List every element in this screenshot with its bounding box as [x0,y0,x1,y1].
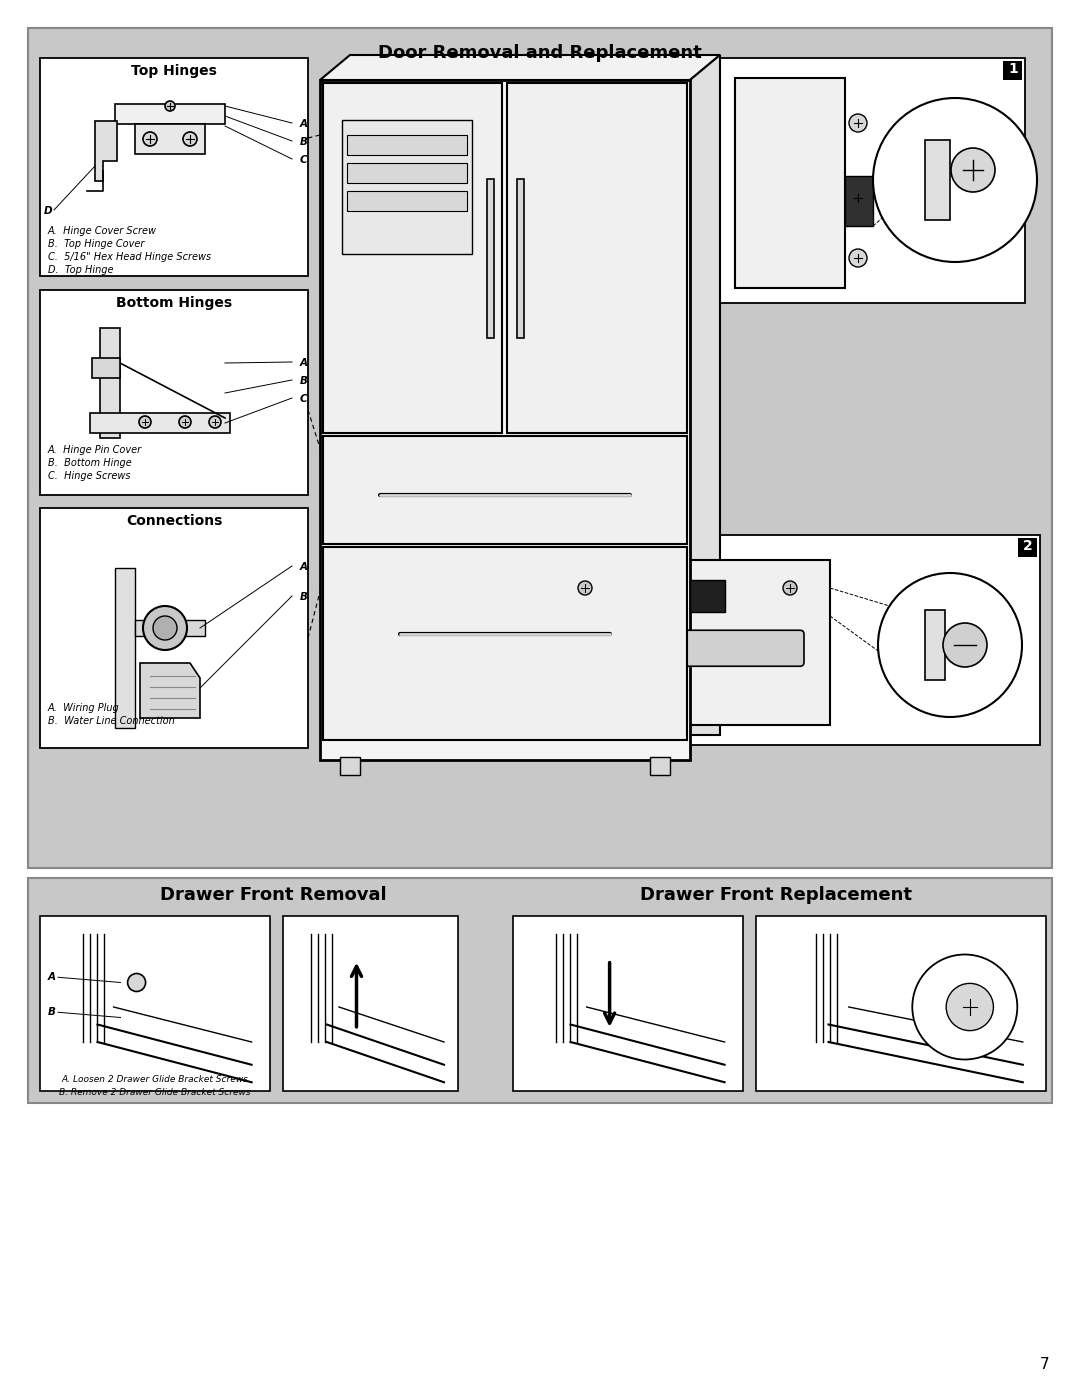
Polygon shape [114,103,225,124]
Circle shape [849,189,867,207]
Bar [735,78,845,288]
Bar [28,877,1052,1104]
Text: B: B [48,1007,56,1017]
Text: A.  Wiring Plug: A. Wiring Plug [48,703,120,712]
Text: Drawer Front Replacement: Drawer Front Replacement [639,886,912,904]
Bar [540,560,831,725]
Bar [1003,61,1022,80]
Bar [513,916,743,1091]
Bar [519,535,1040,745]
Text: C.  Hinge Screws: C. Hinge Screws [48,471,131,481]
Polygon shape [100,328,120,439]
Circle shape [873,98,1037,263]
Circle shape [165,101,175,110]
Bar [1018,538,1037,557]
Polygon shape [135,124,205,154]
Polygon shape [140,664,200,718]
Bar [650,757,670,775]
Bar [323,436,687,543]
Bar [487,179,494,338]
Bar [347,136,467,155]
Circle shape [951,148,995,191]
Text: B.  Bottom Hinge: B. Bottom Hinge [48,458,132,468]
Text: Drawer Front Removal: Drawer Front Removal [161,886,387,904]
Bar [756,916,1047,1091]
Circle shape [849,115,867,131]
Circle shape [878,573,1022,717]
Circle shape [139,416,151,427]
Circle shape [849,249,867,267]
Circle shape [783,581,797,595]
Text: C.  5/16" Hex Head Hinge Screws: C. 5/16" Hex Head Hinge Screws [48,251,211,263]
Circle shape [127,974,146,992]
Circle shape [943,623,987,666]
Text: Bottom Hinges: Bottom Hinges [116,296,232,310]
Text: D.  Top Hinge: D. Top Hinge [48,265,113,275]
Text: Door Removal and Replacement: Door Removal and Replacement [378,43,702,61]
Circle shape [578,581,592,595]
Circle shape [143,131,157,147]
Polygon shape [114,569,135,728]
Text: A.  Hinge Pin Cover: A. Hinge Pin Cover [48,446,143,455]
Text: B. Remove 2 Drawer Glide Bracket Screws: B. Remove 2 Drawer Glide Bracket Screws [59,1088,251,1097]
Bar [40,59,308,277]
Text: A: A [300,119,308,129]
Text: Connections: Connections [125,514,222,528]
Text: B: B [300,137,308,147]
Bar [40,916,270,1091]
Circle shape [913,954,1017,1059]
Bar [720,59,1025,303]
Text: 1: 1 [1008,61,1017,75]
Text: A: A [48,972,56,982]
Text: C: C [300,394,308,404]
Bar [320,80,690,760]
Text: B.  Top Hinge Cover: B. Top Hinge Cover [48,239,145,249]
Bar [517,179,524,338]
Polygon shape [92,358,120,379]
Bar [323,82,502,433]
Text: A.  Hinge Cover Screw: A. Hinge Cover Screw [48,226,157,236]
Polygon shape [135,620,205,636]
Circle shape [179,416,191,427]
Text: B.  Water Line Connection: B. Water Line Connection [48,717,175,726]
Bar [347,163,467,183]
Text: A: A [300,562,308,571]
Text: B: B [300,592,308,602]
Circle shape [143,606,187,650]
Text: C: C [300,155,308,165]
Bar [28,28,1052,868]
Bar [40,291,308,495]
Bar [690,580,725,612]
Bar [924,140,950,219]
Bar [40,509,308,747]
Bar [283,916,458,1091]
Polygon shape [90,414,230,433]
Bar [347,191,467,211]
Circle shape [153,616,177,640]
Text: 2: 2 [1023,539,1032,553]
Polygon shape [690,54,720,735]
Text: 7: 7 [1040,1356,1050,1372]
Circle shape [210,416,221,427]
Bar [845,176,873,226]
Text: B: B [300,376,308,386]
Circle shape [183,131,197,147]
Text: Top Hinges: Top Hinges [131,64,217,78]
FancyBboxPatch shape [566,630,804,666]
Polygon shape [95,122,117,182]
Circle shape [946,983,994,1031]
Polygon shape [320,54,720,80]
Bar [323,548,687,740]
Text: A. Loosen 2 Drawer Glide Bracket Screws: A. Loosen 2 Drawer Glide Bracket Screws [62,1076,248,1084]
Text: D: D [44,205,53,217]
Text: A: A [300,358,308,367]
Bar [507,82,687,433]
Bar [924,610,945,680]
Bar [340,757,360,775]
Bar [342,120,472,254]
